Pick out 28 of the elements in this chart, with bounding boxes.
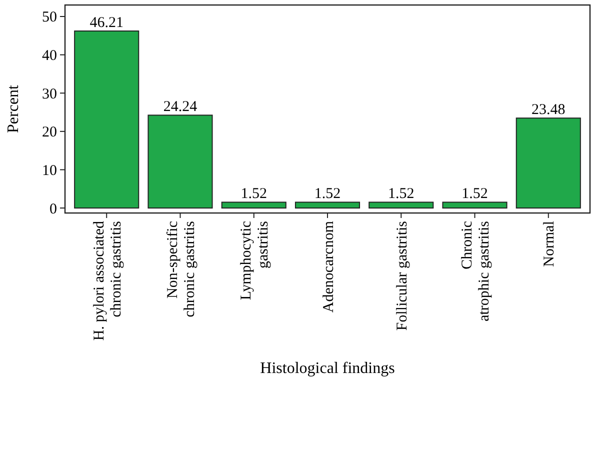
x-tick-label: Follicular gastritis (394, 220, 410, 331)
bar (442, 202, 508, 209)
data-label: 1.52 (314, 186, 341, 202)
x-tick-label: H. pylori associated chronic gastritis (91, 220, 124, 341)
y-tick-label: 10 (42, 162, 57, 179)
y-tick-label: 30 (42, 86, 57, 102)
y-tick-label: 20 (42, 124, 57, 141)
x-tick-label: Chronic atrophic gastritis (460, 220, 493, 322)
x-tick-label: Lymphocytic gastritis (238, 220, 272, 300)
data-label: 1.52 (240, 186, 267, 202)
y-axis-title: Percent (5, 84, 22, 133)
x-tick-label: Normal (542, 221, 558, 267)
data-label: 1.52 (388, 186, 414, 202)
data-label: 1.52 (462, 186, 488, 202)
x-tick-label: Adenocarcnom (320, 220, 337, 313)
data-label: 23.48 (532, 102, 566, 118)
bar (294, 202, 360, 209)
bar (74, 30, 140, 209)
data-label: 46.21 (90, 15, 124, 32)
y-tick-label: 50 (42, 10, 57, 26)
data-label: 24.24 (163, 99, 198, 116)
bar (148, 114, 213, 209)
bar (368, 202, 434, 209)
y-tick-label: 0 (50, 201, 57, 218)
bar (516, 118, 581, 209)
y-tick-label: 40 (42, 48, 57, 64)
x-axis-title: Histological findings (260, 360, 395, 377)
bar (221, 202, 286, 209)
